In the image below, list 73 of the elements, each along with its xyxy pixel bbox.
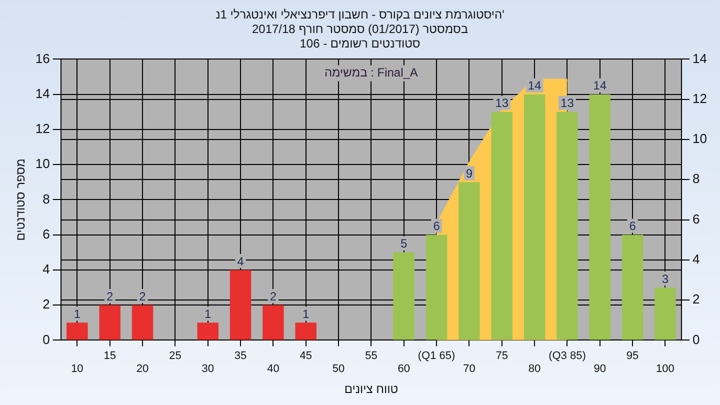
- x-tick-label: 50: [332, 363, 345, 376]
- x-tick-label: 20: [136, 363, 149, 376]
- y-tick-label: 16: [35, 50, 50, 66]
- y2-tick-label: 0: [692, 332, 700, 347]
- data-label: 14: [528, 78, 542, 93]
- data-label: 5: [400, 236, 408, 251]
- x-tick-label: 100: [656, 363, 674, 376]
- y-tick-label: 12: [35, 121, 50, 136]
- x-tick-label: 10: [71, 363, 84, 376]
- bar: [197, 322, 218, 340]
- x-tick-label: 25: [169, 350, 182, 362]
- data-label: 1: [74, 306, 81, 321]
- y-tick-label: 0: [42, 332, 50, 347]
- y-axis-title: מספר סטודנטים: [14, 158, 28, 241]
- x-tick-label: (Q1 65): [418, 350, 456, 362]
- data-label: 6: [629, 219, 636, 234]
- x-tick-label: 40: [267, 363, 280, 376]
- x-tick-label: 30: [202, 363, 214, 376]
- data-label: 13: [560, 96, 574, 110]
- y2-tick-label: 12: [692, 90, 708, 106]
- annotation: במשימה : Final_A: [324, 66, 418, 80]
- x-tick-label: 35: [234, 350, 247, 362]
- bar: [556, 112, 578, 340]
- data-label: 2: [139, 289, 146, 304]
- y-tick-label: 2: [42, 296, 50, 312]
- data-label: 6: [433, 219, 440, 234]
- bar: [622, 234, 644, 340]
- y-tick-label: 8: [42, 191, 50, 206]
- chart-title: היסטוגרמת ציונים בקורס - חשבון דיפרנציאלי ואינטגרלי 1נ': [216, 8, 504, 22]
- bar: [491, 112, 512, 340]
- data-label: 13: [495, 96, 509, 110]
- bar: [66, 322, 88, 340]
- x-tick-label: 55: [365, 350, 378, 362]
- x-axis-title: טווח ציונים: [344, 382, 398, 396]
- y2-tick-label: 10: [692, 131, 708, 146]
- x-tick-label: 75: [496, 350, 508, 362]
- bar: [262, 305, 284, 340]
- x-tick-label: 60: [398, 363, 410, 376]
- data-label: 1: [204, 306, 212, 321]
- y-tick-label: 4: [42, 262, 50, 277]
- x-tick-label: 45: [300, 350, 312, 362]
- bar: [524, 94, 546, 340]
- x-tick-label: 90: [594, 363, 606, 376]
- data-label: 3: [662, 272, 669, 286]
- data-label: 2: [106, 289, 114, 304]
- bar: [99, 305, 120, 340]
- data-label: 4: [237, 254, 244, 268]
- y-tick-label: 6: [42, 226, 50, 242]
- x-tick-label: 15: [104, 350, 116, 362]
- y2-tick-label: 2: [692, 292, 700, 307]
- data-label: 1: [302, 306, 310, 321]
- bar: [654, 288, 676, 340]
- bar: [393, 252, 414, 340]
- x-tick-label: 70: [463, 363, 476, 376]
- x-tick-label: (Q3 85): [548, 350, 586, 362]
- x-tick-label: 80: [528, 363, 541, 376]
- y-tick-label: 10: [35, 156, 50, 172]
- bar: [426, 234, 448, 340]
- data-label: 9: [466, 166, 473, 180]
- y2-tick-label: 14: [692, 50, 708, 66]
- bar: [458, 182, 480, 340]
- chart-subtitle: בסמסטר (01/2017) סמסטר חורף 2017/18 סטודנטים רשומים - 106: [252, 22, 468, 50]
- data-label: 2: [270, 289, 277, 304]
- bar: [295, 322, 316, 340]
- data-label: 14: [593, 78, 607, 93]
- y2-tick-label: 6: [692, 211, 700, 226]
- bar: [230, 270, 252, 340]
- y-tick-label: 14: [35, 86, 50, 101]
- x-tick-label: 95: [626, 350, 639, 362]
- y2-tick-label: 4: [692, 251, 700, 266]
- bar: [589, 94, 610, 340]
- y2-tick-label: 8: [692, 171, 700, 186]
- bar: [132, 305, 154, 340]
